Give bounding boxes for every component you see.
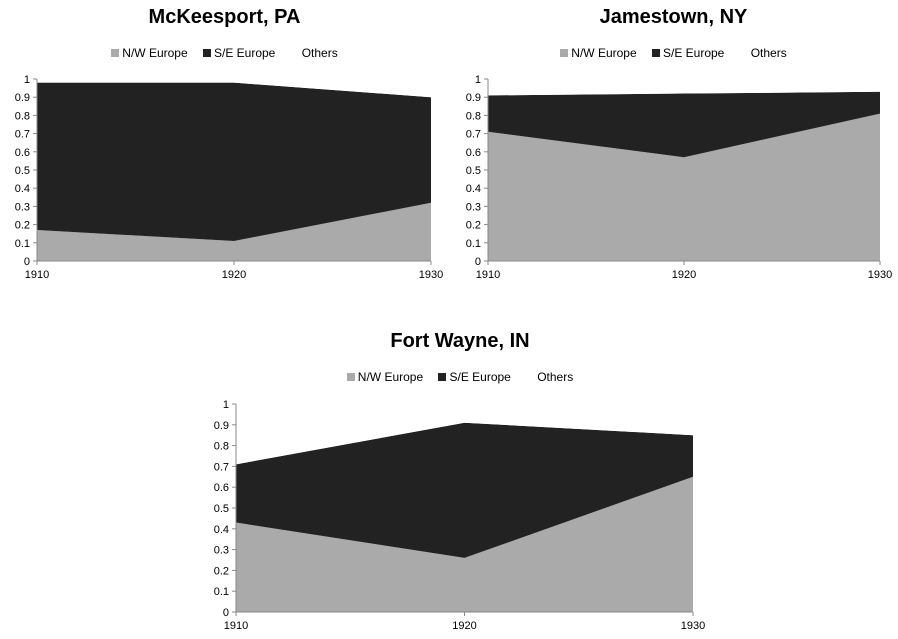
y-tick-label: 0.1: [214, 586, 229, 598]
legend-label: S/E Europe: [213, 46, 276, 60]
y-tick-label: 0: [24, 256, 30, 268]
y-tick-label: 0.9: [15, 92, 30, 104]
legend-label: N/W Europe: [571, 46, 637, 60]
chart-panel-mckeesport: McKeesport, PA N/W Europe S/E Europe Oth…: [0, 0, 449, 300]
legend-label: N/W Europe: [122, 46, 188, 60]
legend-label: S/E Europe: [449, 370, 511, 384]
y-tick-label: 0.8: [466, 110, 481, 122]
chart-plot: 0 0.1 0.2 0.3 0.4 0.5 0.6 0.7 0.8 0.9 1 1910 1920 193…: [466, 74, 893, 281]
y-tick-label: 0.1: [466, 238, 481, 250]
chart-title: Fort Wayne, IN: [390, 330, 530, 352]
legend-item-others: Others: [739, 46, 787, 60]
chart-title: McKeesport, PA: [148, 6, 301, 28]
y-tick-label: 0.6: [214, 482, 229, 494]
legend-label: Others: [750, 46, 787, 60]
y-tick-label: 0.5: [214, 503, 229, 515]
y-tick-label: 0.6: [466, 147, 481, 159]
area-se-europe: [488, 91, 880, 158]
x-tick-label: 1930: [419, 269, 443, 281]
y-tick-label: 0.5: [15, 165, 30, 177]
y-tick-label: 0: [475, 256, 481, 268]
y-tick-label: 0.4: [15, 183, 30, 195]
legend-swatch-se-europe: [202, 48, 211, 57]
chart-title: Jamestown, NY: [599, 6, 748, 28]
legend: N/W Europe S/E Europe Others: [0, 46, 449, 60]
legend-swatch-nw-europe: [560, 48, 569, 57]
legend-item-others: Others: [290, 46, 338, 60]
y-tick-label: 0.9: [466, 92, 481, 104]
y-tick-label: 1: [24, 74, 30, 86]
legend-item-se-europe: S/E Europe: [202, 46, 276, 60]
area-others: [37, 79, 431, 98]
y-tick-label: 0.7: [214, 461, 229, 473]
x-tick-label: 1930: [681, 620, 705, 632]
y-tick-label: 1: [475, 74, 481, 86]
legend-swatch-others: [739, 48, 748, 57]
legend: N/W Europe S/E Europe Others: [449, 46, 898, 60]
legend-item-se-europe: S/E Europe: [651, 46, 725, 60]
area-nw-europe: [37, 202, 431, 261]
y-tick-label: 0.2: [15, 220, 30, 232]
legend-item-nw-europe: N/W Europe: [346, 370, 424, 384]
x-tick-label: 1920: [222, 269, 246, 281]
chart-plot: 0 0.1 0.2 0.3 0.4 0.5 0.6 0.7 0.8 0.9 1 1910 1920 193…: [214, 399, 706, 632]
legend-label: Others: [537, 370, 574, 384]
x-tick-label: 1910: [476, 269, 500, 281]
chart-panel-jamestown: Jamestown, NY N/W Europe S/E Europe Othe…: [449, 0, 898, 300]
legend-item-nw-europe: N/W Europe: [560, 46, 637, 60]
y-tick-label: 0.4: [466, 183, 481, 195]
chart-panel-fort-wayne: Fort Wayne, IN N/W Europe S/E Europe Oth…: [200, 322, 720, 639]
area-nw-europe: [488, 113, 880, 261]
x-tick-label: 1910: [224, 620, 248, 632]
legend-swatch-nw-europe: [346, 372, 355, 381]
x-tick-label: 1910: [25, 269, 49, 281]
legend-item-se-europe: S/E Europe: [438, 370, 511, 384]
legend-swatch-se-europe: [438, 372, 447, 381]
y-tick-label: 0.2: [466, 220, 481, 232]
y-tick-label: 0.3: [15, 201, 30, 213]
legend-item-others: Others: [526, 370, 573, 384]
y-tick-label: 0.8: [214, 441, 229, 453]
y-tick-label: 0.1: [15, 238, 30, 250]
legend-swatch-nw-europe: [111, 48, 120, 57]
legend-swatch-others: [290, 48, 299, 57]
y-tick-label: 0.8: [15, 110, 30, 122]
area-others: [488, 79, 880, 96]
y-tick-label: 1: [223, 399, 229, 411]
x-tick-label: 1930: [868, 269, 892, 281]
chart-plot: 0 0.1 0.2 0.3 0.4 0.5 0.6 0.7 0.8 0.9 1 1910 1920 193…: [15, 74, 444, 281]
legend: N/W Europe S/E Europe Others: [200, 370, 720, 384]
legend-swatch-se-europe: [651, 48, 660, 57]
area-others: [236, 404, 693, 465]
legend-label: N/W Europe: [357, 370, 424, 384]
y-tick-label: 0.6: [15, 147, 30, 159]
y-tick-label: 0.9: [214, 420, 229, 432]
legend-swatch-others: [526, 372, 535, 381]
y-tick-label: 0.3: [466, 201, 481, 213]
legend-label: Others: [301, 46, 338, 60]
y-tick-label: 0.4: [214, 524, 229, 536]
area-nw-europe: [236, 476, 693, 612]
x-tick-label: 1920: [672, 269, 696, 281]
y-tick-label: 0: [223, 607, 229, 619]
y-tick-label: 0.2: [214, 565, 229, 577]
area-se-europe: [236, 422, 693, 558]
y-tick-label: 0.7: [15, 129, 30, 141]
legend-item-nw-europe: N/W Europe: [111, 46, 188, 60]
legend-label: S/E Europe: [662, 46, 725, 60]
area-se-europe: [37, 82, 431, 241]
y-tick-label: 0.3: [214, 545, 229, 557]
x-tick-label: 1920: [452, 620, 476, 632]
y-tick-label: 0.5: [466, 165, 481, 177]
y-tick-label: 0.7: [466, 129, 481, 141]
